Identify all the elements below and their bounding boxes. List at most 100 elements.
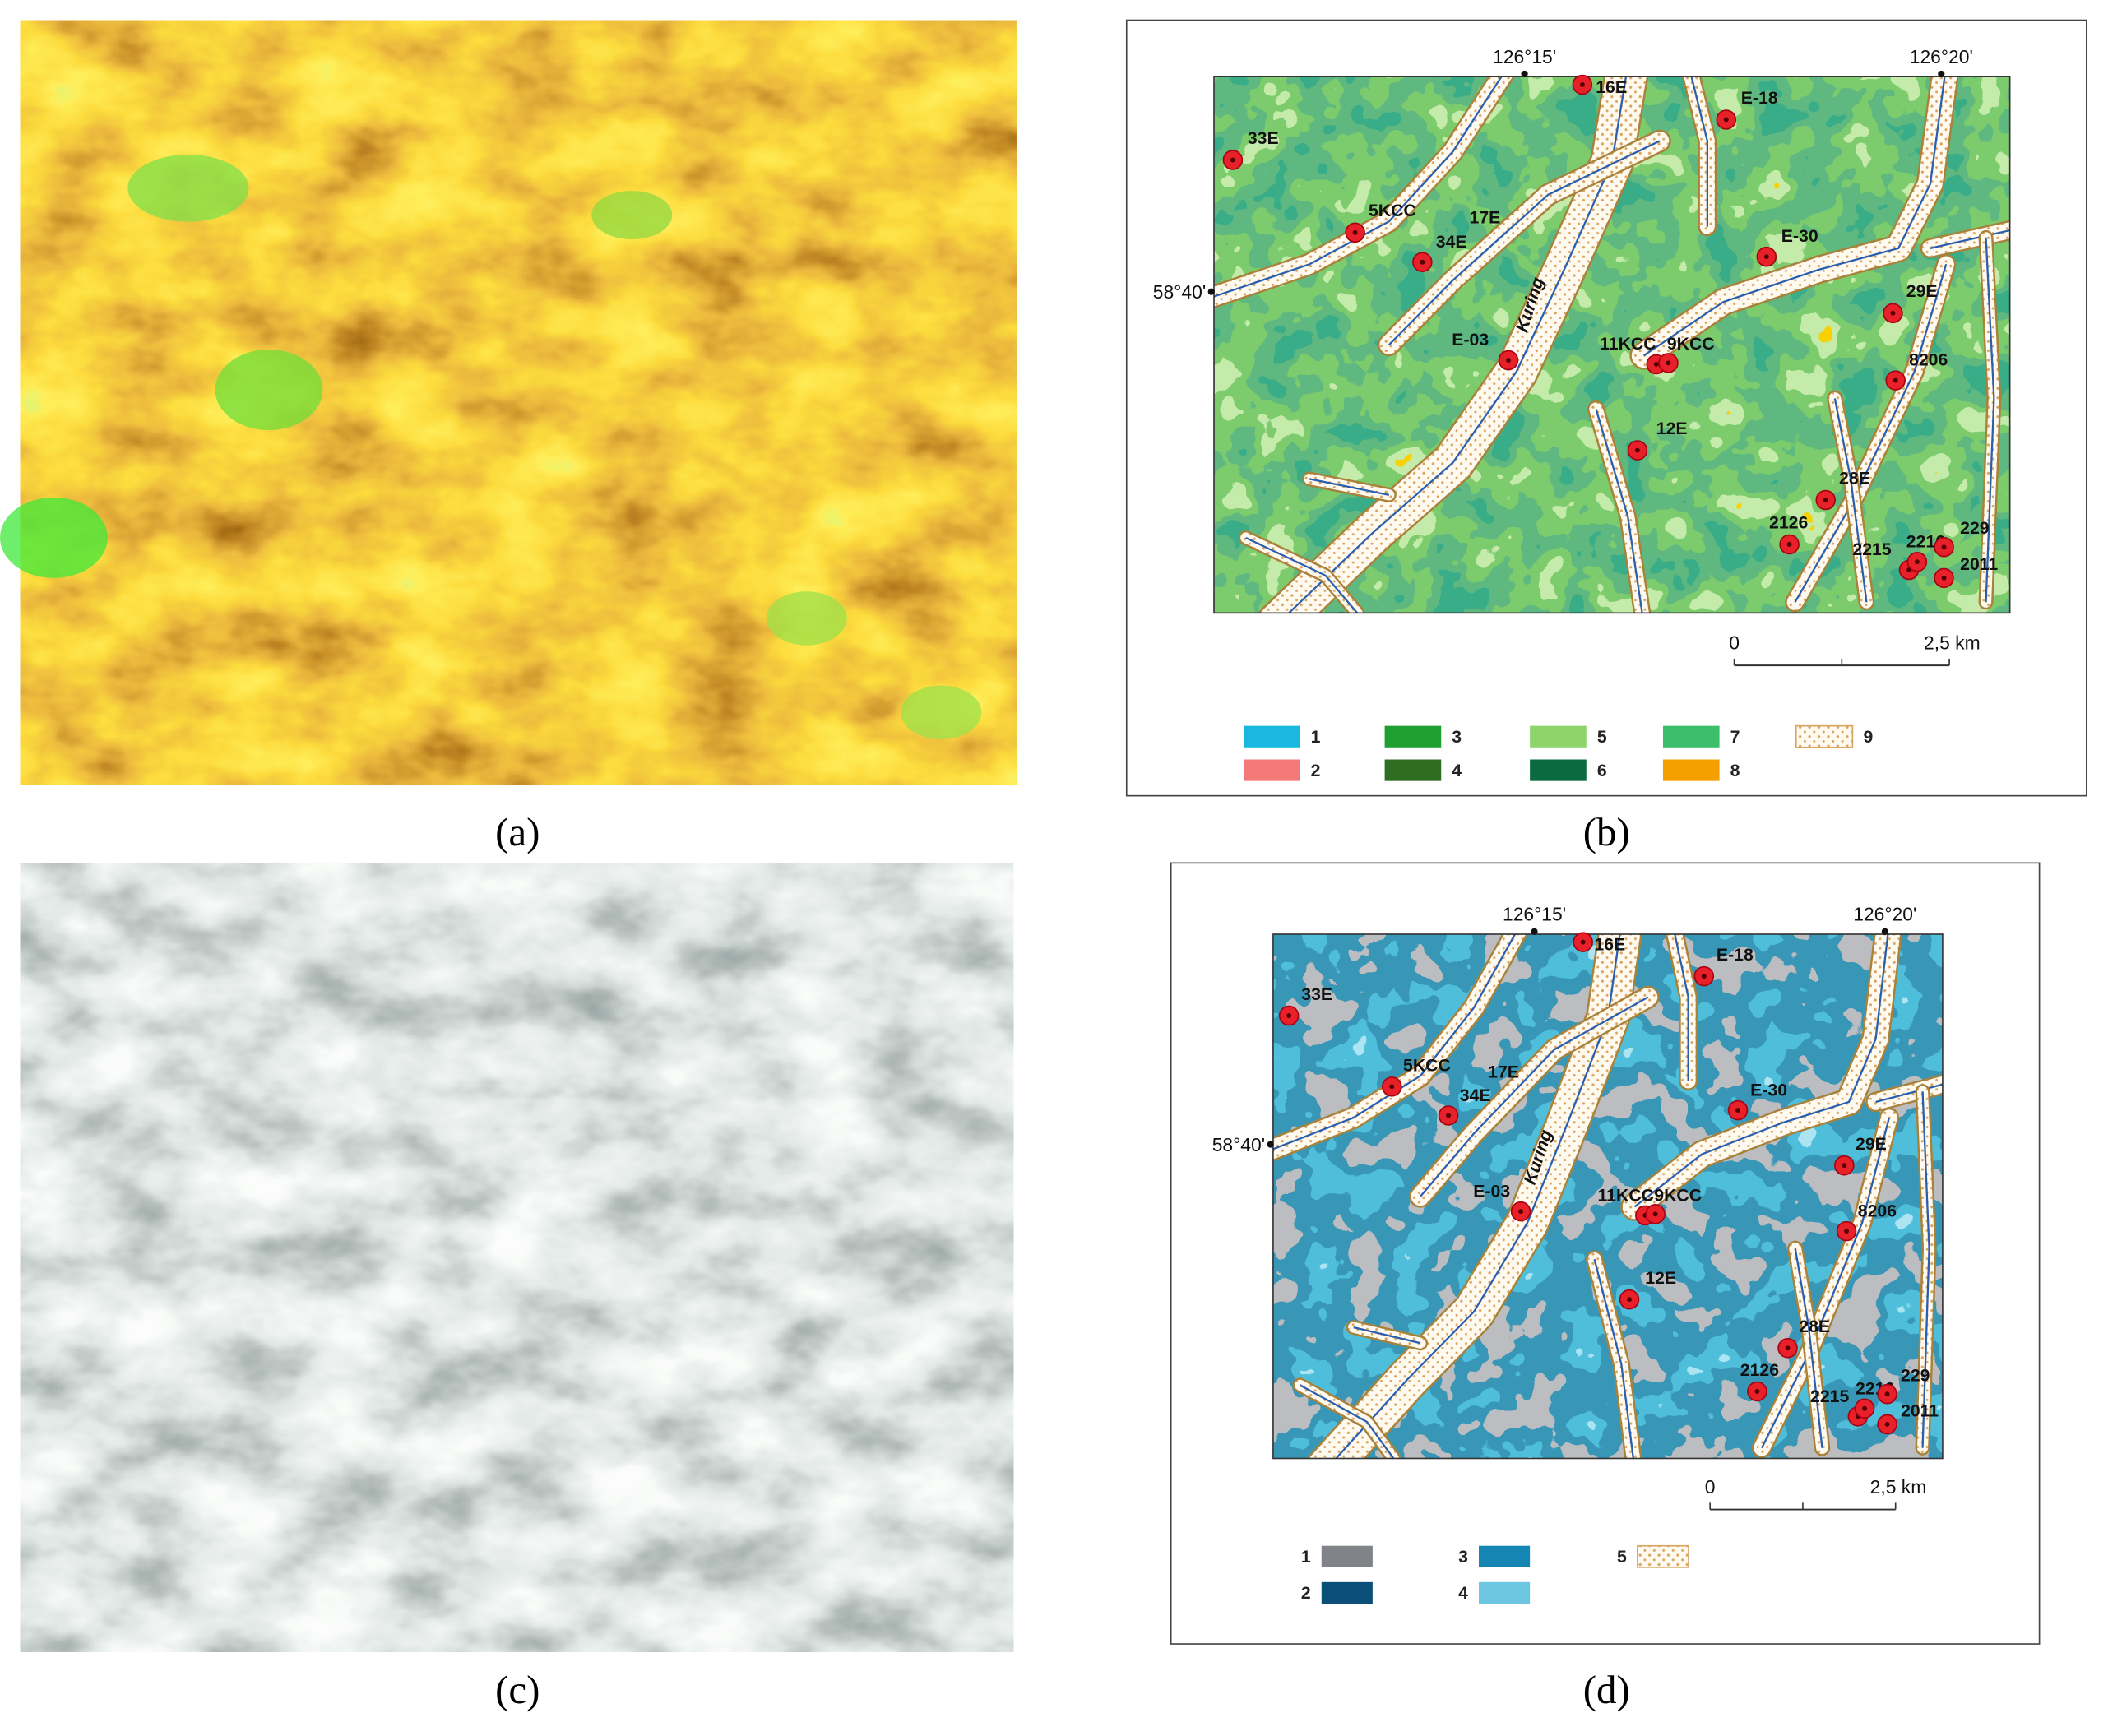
point-label: E-30	[1781, 226, 1818, 246]
point-label: 11KCC	[1598, 1185, 1654, 1205]
stream	[1595, 409, 1643, 613]
sample-point-center	[1420, 259, 1425, 265]
stream	[1420, 996, 1649, 1197]
sample-point-center	[1844, 1229, 1849, 1234]
sample-point-center	[1785, 1345, 1791, 1351]
coord-tick	[1881, 928, 1888, 935]
legend-swatch	[1243, 759, 1300, 781]
sample-point-center	[1754, 1389, 1760, 1394]
point-label: E-03	[1452, 330, 1489, 350]
sample-point-center	[1634, 447, 1640, 453]
legend-label: 9	[1863, 727, 1873, 747]
sample-point-center	[1389, 1084, 1395, 1090]
vegetation-patches	[0, 154, 982, 739]
point-label: 11KCC	[1600, 334, 1656, 354]
longitude-label: 126°20'	[1910, 46, 1973, 67]
sample-point-center	[1862, 1405, 1867, 1411]
legend-swatch	[1795, 724, 1854, 748]
longitude-label: 126°20'	[1853, 904, 1916, 925]
stream	[1633, 934, 1889, 1208]
legend-swatch	[1662, 759, 1720, 781]
map	[1272, 934, 1943, 1459]
sample-point-center	[1763, 254, 1769, 260]
sample-point-center	[1723, 117, 1729, 123]
sample-point-center	[1352, 229, 1358, 235]
point-label: 8206	[1858, 1201, 1897, 1221]
point-label: 28E	[1839, 468, 1870, 488]
legend-swatch	[1479, 1581, 1531, 1604]
panel-label: (c)	[495, 1667, 540, 1712]
sample-point-center	[1890, 310, 1896, 316]
sample-point-center	[1735, 1108, 1740, 1113]
point-label: E-18	[1741, 88, 1778, 108]
map-border	[1213, 76, 2011, 614]
point-label: 8206	[1909, 350, 1948, 370]
sample-point-center	[1286, 1013, 1292, 1018]
sample-point-center	[1893, 377, 1898, 383]
sample-point-center	[1580, 939, 1586, 945]
stream	[1272, 934, 1517, 1150]
stream	[1214, 76, 1503, 298]
legend-label: 3	[1458, 1547, 1468, 1567]
latitude-label: 58°40'	[1153, 281, 1206, 303]
legend-label: 6	[1597, 761, 1607, 780]
sample-point-center	[1230, 157, 1235, 163]
point-label: 12E	[1656, 419, 1688, 438]
stream	[1674, 934, 1689, 1081]
point-label: 17E	[1488, 1062, 1519, 1081]
point-label: 33E	[1248, 128, 1279, 148]
coord-tick	[1267, 1141, 1274, 1148]
legend-swatch	[1530, 759, 1587, 781]
legend-label: 1	[1301, 1547, 1311, 1567]
stream	[1593, 1258, 1634, 1459]
point-label: 229	[1960, 518, 1990, 538]
legend-label: 4	[1458, 1583, 1468, 1603]
legend-label: 2	[1301, 1583, 1311, 1603]
point-label: 17E	[1470, 207, 1501, 227]
point-label: 33E	[1301, 984, 1332, 1004]
sample-point-center	[1941, 575, 1947, 581]
legend-swatch	[1243, 725, 1300, 748]
sample-point-center	[1914, 559, 1920, 565]
stream	[1794, 264, 1948, 603]
sample-point-center	[1653, 362, 1659, 367]
coord-tick	[1207, 288, 1215, 295]
point-label: 229	[1901, 1365, 1930, 1385]
legend-swatch	[1530, 725, 1587, 748]
legend-label: 5	[1597, 727, 1607, 747]
point-label: 5KCC	[1369, 201, 1416, 220]
sample-point-center	[1446, 1113, 1451, 1118]
point-label: 9KCC	[1667, 334, 1715, 354]
sample-point-center	[1884, 1421, 1890, 1427]
point-label: 34E	[1436, 232, 1467, 252]
sample-point-center	[1884, 1391, 1890, 1397]
longitude-label: 126°15'	[1493, 46, 1556, 67]
legend-swatch	[1384, 725, 1442, 748]
point-label: 2126	[1740, 1360, 1779, 1380]
coord-tick	[1938, 70, 1945, 77]
legend-label: 2	[1311, 761, 1321, 780]
sample-point-center	[1652, 1211, 1658, 1217]
point-label: 34E	[1460, 1086, 1491, 1105]
satellite-image-c	[20, 863, 1014, 1652]
legend-swatch	[1662, 725, 1720, 748]
point-label: 29E	[1906, 281, 1938, 301]
point-label: 2011	[1901, 1400, 1939, 1420]
point-label: 16E	[1594, 934, 1625, 954]
sample-point-center	[1666, 360, 1671, 366]
legend-label: 3	[1452, 727, 1462, 747]
stream	[1388, 140, 1661, 346]
scale-label: 0	[1705, 1476, 1716, 1498]
sample-point-center	[1701, 974, 1707, 979]
satellite-image-a	[20, 20, 1017, 785]
stream	[1299, 1384, 1395, 1459]
legend-swatch	[1384, 759, 1442, 781]
coord-tick	[1531, 928, 1538, 935]
point-label: E-03	[1473, 1182, 1510, 1201]
point-label: 12E	[1645, 1268, 1676, 1288]
stream	[1245, 536, 1359, 613]
point-label: 28E	[1799, 1317, 1830, 1336]
scale-label: 2,5 km	[1870, 1476, 1927, 1498]
legend-label: 7	[1730, 727, 1740, 747]
